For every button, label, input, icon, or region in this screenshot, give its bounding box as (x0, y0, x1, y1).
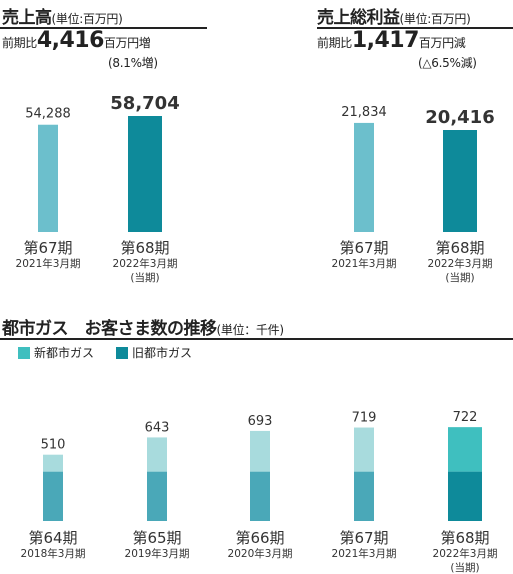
sub-label: 2021年3月期 (16, 257, 81, 270)
gross-profit-compare-pct: (△6.5%減) (418, 56, 477, 70)
legend-swatch-new (18, 346, 30, 359)
bar-第67期 (38, 124, 58, 232)
gross-profit-title-block: 売上総利益(単位:百万円) (317, 3, 471, 28)
sub-label: 2021年3月期 (332, 547, 397, 560)
sub-label: 2018年3月期 (21, 547, 86, 560)
gas-unit: (単位：千件) (216, 323, 285, 337)
gross-profit-title: 売上総利益 (317, 8, 400, 28)
bar-new-第67期 (354, 427, 374, 472)
bar-total-label: 643 (145, 420, 170, 435)
bar-第68期 (443, 130, 477, 232)
gas-legend: 新都市ガス 旧都市ガス (18, 344, 192, 361)
gas-title-rule (0, 338, 513, 340)
sales-compare-pct: (8.1%増) (108, 56, 158, 70)
bar-total-label: 722 (453, 410, 478, 425)
category-label: 第67期 (339, 239, 388, 257)
sub-label: 2022年3月期 (113, 257, 178, 270)
category-label: 第65期 (132, 529, 181, 547)
gross-profit-unit: (単位:百万円) (399, 12, 471, 26)
bar-old-第67期 (354, 471, 374, 521)
top-charts-svg: 54,288第67期2021年3月期58,704第68期2022年3月期(当期)… (16, 93, 495, 284)
gross-profit-compare-value: 1,417 (351, 28, 420, 53)
sub-label: 2020年3月期 (228, 547, 293, 560)
gas-chart-svg: 510第64期2018年3月期643第65期2019年3月期693第66期202… (21, 410, 498, 574)
category-label: 第68期 (120, 239, 169, 257)
bar-第67期 (354, 122, 374, 232)
sales-compare-suffix: 百万円増 (103, 36, 151, 50)
bar-value-label: 21,834 (341, 105, 387, 120)
bar-old-第65期 (147, 471, 167, 521)
gas-title: 都市ガス お客さま数の推移 (2, 319, 217, 339)
bar-value-label: 54,288 (25, 107, 71, 122)
bar-old-第66期 (250, 471, 270, 521)
category-label: 第68期 (435, 239, 484, 257)
legend-swatch-old (116, 346, 129, 359)
sub-label-2: (当期) (450, 561, 479, 574)
sub-label: 2021年3月期 (332, 257, 397, 270)
sales-comparison: 前期比4,416百万円増 (2, 28, 151, 53)
category-label: 第68期 (440, 529, 489, 547)
bar-old-第64期 (43, 471, 63, 521)
sales-title-rule (0, 27, 207, 29)
sales-compare-value: 4,416 (36, 28, 105, 53)
gross-profit-compare-prefix: 前期比 (317, 36, 352, 50)
gas-chart: 510第64期2018年3月期643第65期2019年3月期693第66期202… (21, 410, 498, 574)
sales-compare-prefix: 前期比 (2, 36, 37, 50)
sub-label-2: (当期) (130, 271, 159, 284)
gross-profit-comparison: 前期比1,417百万円減 (317, 28, 466, 53)
sales-title: 売上高 (2, 8, 52, 28)
bar-value-label: 20,416 (425, 107, 494, 128)
sub-label: 2022年3月期 (433, 547, 498, 560)
bar-new-第64期 (43, 454, 63, 472)
sub-label: 2019年3月期 (125, 547, 190, 560)
bar-value-label: 58,704 (110, 93, 179, 114)
legend-label-old: 旧都市ガス (132, 346, 193, 360)
bar-old-第68期 (448, 471, 482, 521)
sales-title-block: 売上高(単位:百万円) (2, 3, 123, 28)
sales-unit: (単位:百万円) (51, 12, 123, 26)
category-label: 第66期 (235, 529, 284, 547)
bar-total-label: 693 (248, 414, 273, 429)
bar-total-label: 510 (41, 438, 66, 453)
category-label: 第64期 (28, 529, 77, 547)
gas-title-block: 都市ガス お客さま数の推移(単位：千件) (2, 314, 284, 339)
bar-new-第65期 (147, 437, 167, 472)
bar-new-第68期 (448, 427, 482, 472)
gross-profit-title-rule (317, 27, 513, 29)
category-label: 第67期 (23, 239, 72, 257)
legend-label-new: 新都市ガス (34, 346, 95, 360)
gross-profit-compare-suffix: 百万円減 (418, 36, 466, 50)
bar-total-label: 719 (352, 411, 377, 426)
sub-label: 2022年3月期 (428, 257, 493, 270)
category-label: 第67期 (339, 529, 388, 547)
bar-new-第66期 (250, 430, 270, 472)
bar-第68期 (128, 116, 162, 232)
sub-label-2: (当期) (445, 271, 474, 284)
